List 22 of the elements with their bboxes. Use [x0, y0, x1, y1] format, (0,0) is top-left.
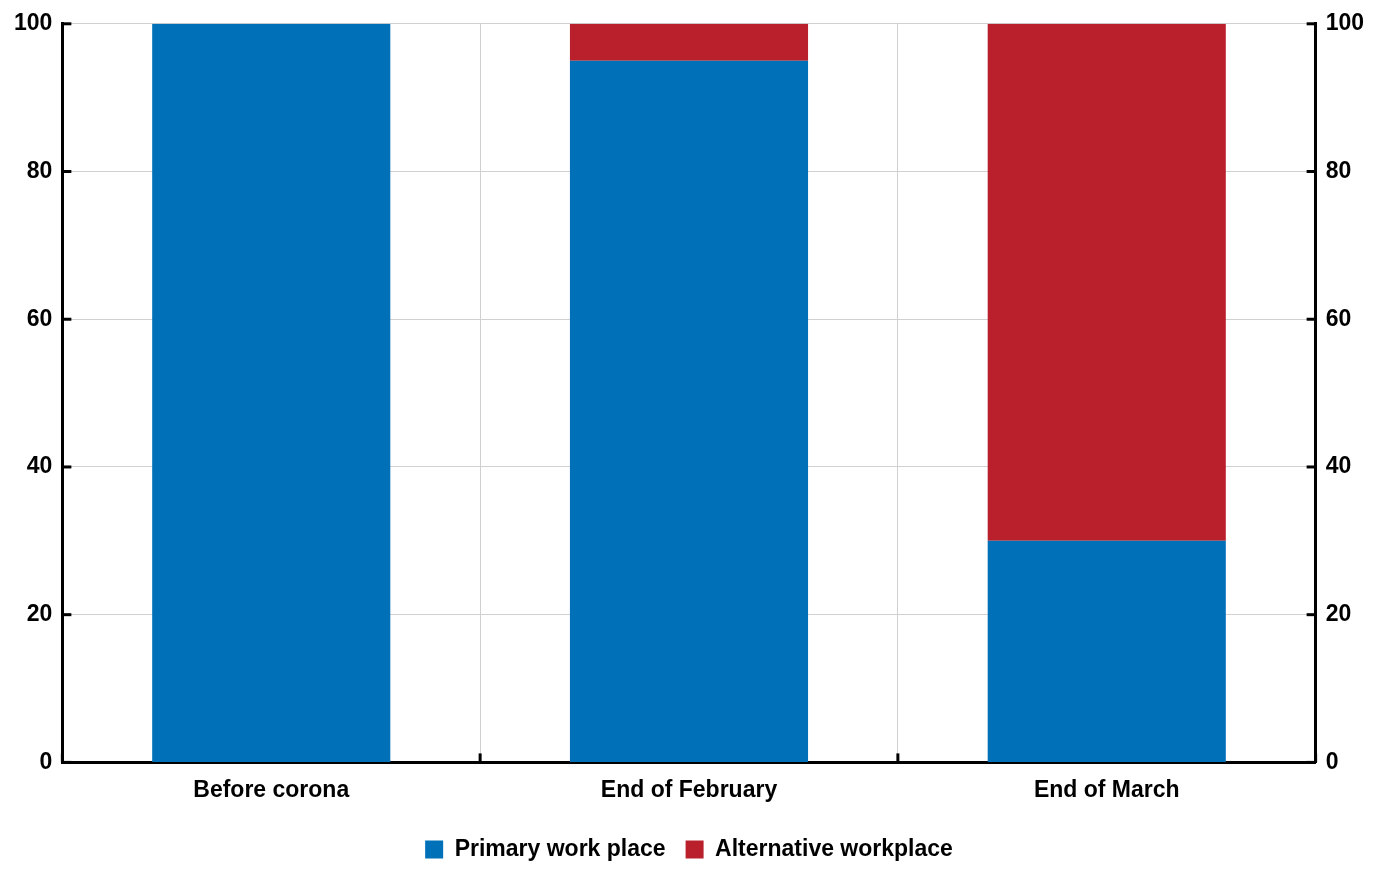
bar — [987, 540, 1226, 762]
y2-tick-label: 80 — [1325, 156, 1352, 183]
bar — [569, 60, 809, 762]
y-tick-label: 80 — [26, 156, 53, 183]
x-tick-label: End of March — [1033, 775, 1180, 802]
y2-tick-label: 20 — [1325, 600, 1352, 627]
x-tick-label: Before corona — [193, 775, 350, 802]
y-tick-label: 100 — [14, 9, 53, 36]
legend-label: Alternative workplace — [715, 834, 953, 861]
y2-tick-label: 40 — [1325, 452, 1352, 479]
y-tick-label: 60 — [26, 304, 53, 331]
bar — [987, 23, 1226, 541]
y2-tick-label: 0 — [1325, 747, 1339, 774]
bar — [152, 23, 391, 762]
y-tick-label: 20 — [26, 600, 53, 627]
y-tick-label: 40 — [26, 452, 53, 479]
y2-tick-label: 60 — [1325, 304, 1352, 331]
bar — [569, 23, 809, 61]
y2-tick-label: 100 — [1325, 9, 1364, 36]
x-tick-label: End of February — [600, 775, 778, 802]
legend-label: Primary work place — [454, 834, 666, 861]
y-tick-label: 0 — [39, 747, 53, 774]
